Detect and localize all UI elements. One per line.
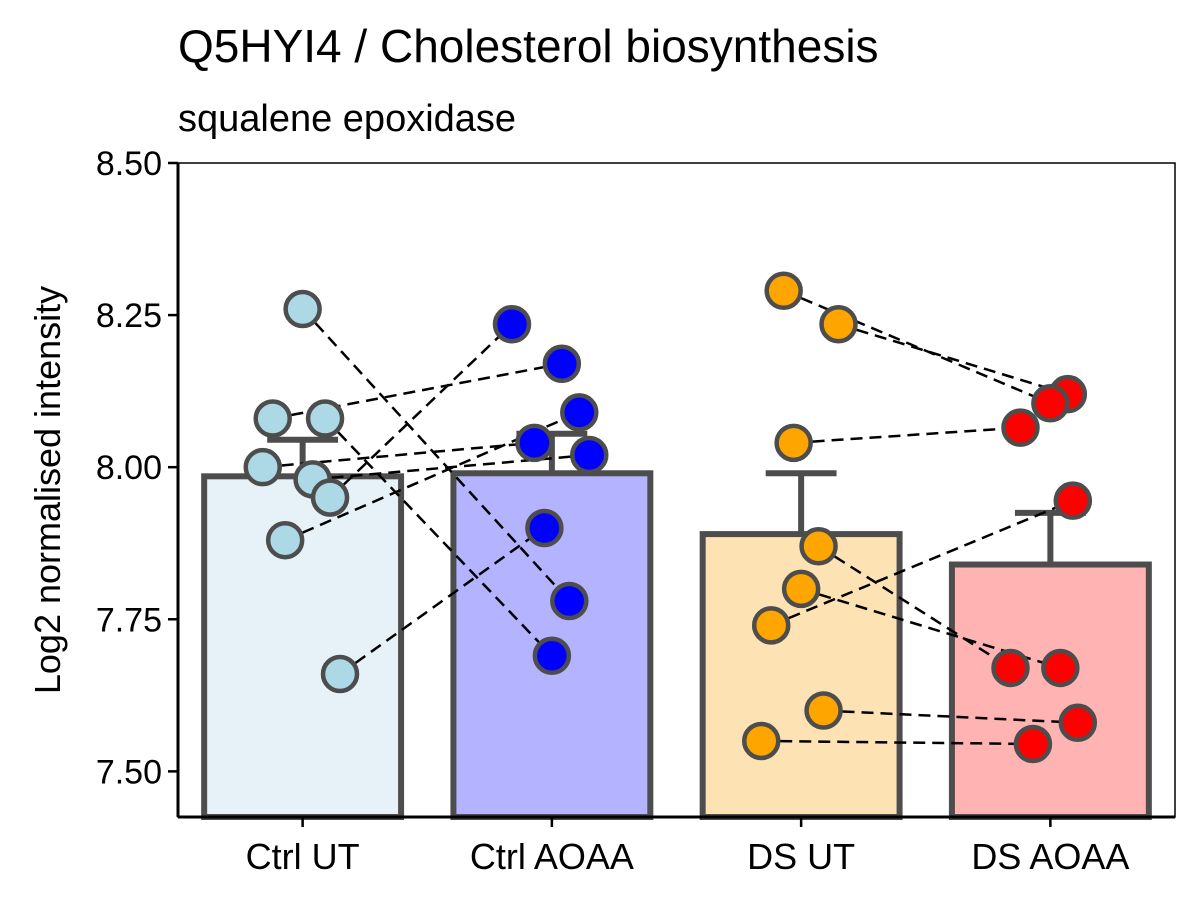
y-tick-label-0: 7.50 <box>96 753 162 791</box>
point-2-2 <box>774 423 813 463</box>
point-2-3 <box>799 527 838 566</box>
point-3-6 <box>1058 703 1098 742</box>
y-tick-label-2: 8.00 <box>96 449 162 487</box>
points-layer <box>243 271 1098 764</box>
y-tick-label-4: 8.50 <box>96 145 162 183</box>
point-0-5 <box>310 478 350 517</box>
pair-line-7 <box>339 527 546 676</box>
x-tick-label-0: Ctrl UT <box>246 836 360 877</box>
point-2-7 <box>741 721 781 761</box>
chart-title: Q5HYI4 / Cholesterol biosynthesis <box>178 20 879 72</box>
point-0-3 <box>243 447 282 487</box>
chart-subtitle: squalene epoxidase <box>178 98 516 140</box>
pair-line-9 <box>838 323 1069 396</box>
y-tick-label-1: 7.75 <box>96 601 162 639</box>
pair-line-5 <box>329 323 513 499</box>
point-0-1 <box>253 399 292 438</box>
point-0-6 <box>265 520 305 560</box>
x-tick-label-3: DS AOAA <box>971 836 1129 877</box>
point-0-2 <box>305 399 345 438</box>
point-2-6 <box>804 691 843 730</box>
point-1-4 <box>570 435 609 475</box>
point-1-1 <box>542 344 582 384</box>
point-2-5 <box>751 606 791 645</box>
point-0-0 <box>283 289 322 329</box>
point-1-3 <box>515 423 554 463</box>
point-3-1 <box>1031 384 1070 423</box>
point-3-7 <box>1013 724 1053 764</box>
point-1-5 <box>525 508 564 548</box>
point-3-3 <box>1053 481 1093 520</box>
point-3-4 <box>991 648 1030 688</box>
pair-line-15 <box>761 739 1033 746</box>
bar-3 <box>948 561 1152 820</box>
axes-layer: 7.50 7.75 8.00 8.25 8.50 Ctrl UT Ctrl AOAA DS U… <box>96 145 1176 877</box>
pair-line-2 <box>324 417 553 657</box>
bar-0 <box>201 473 405 820</box>
point-1-6 <box>550 581 589 621</box>
point-3-2 <box>1001 408 1040 447</box>
point-0-7 <box>320 654 360 694</box>
pair-line-13 <box>770 499 1074 627</box>
point-2-0 <box>764 271 803 311</box>
point-2-1 <box>819 304 858 344</box>
pair-line-14 <box>823 709 1078 724</box>
x-tick-label-2: DS UT <box>747 836 855 877</box>
x-tick-label-1: Ctrl AOAA <box>470 836 634 877</box>
pair-line-0 <box>301 308 571 602</box>
pair-line-10 <box>793 426 1021 445</box>
point-1-0 <box>492 304 532 344</box>
point-2-4 <box>781 569 821 609</box>
point-1-7 <box>532 636 572 676</box>
y-tick-label-3: 8.25 <box>96 297 162 335</box>
y-axis-label: Log2 normalised intensity <box>27 286 68 694</box>
bars-layer <box>201 470 1152 821</box>
point-3-5 <box>1041 648 1080 688</box>
point-1-2 <box>560 393 599 432</box>
pair-line-12 <box>800 587 1061 670</box>
